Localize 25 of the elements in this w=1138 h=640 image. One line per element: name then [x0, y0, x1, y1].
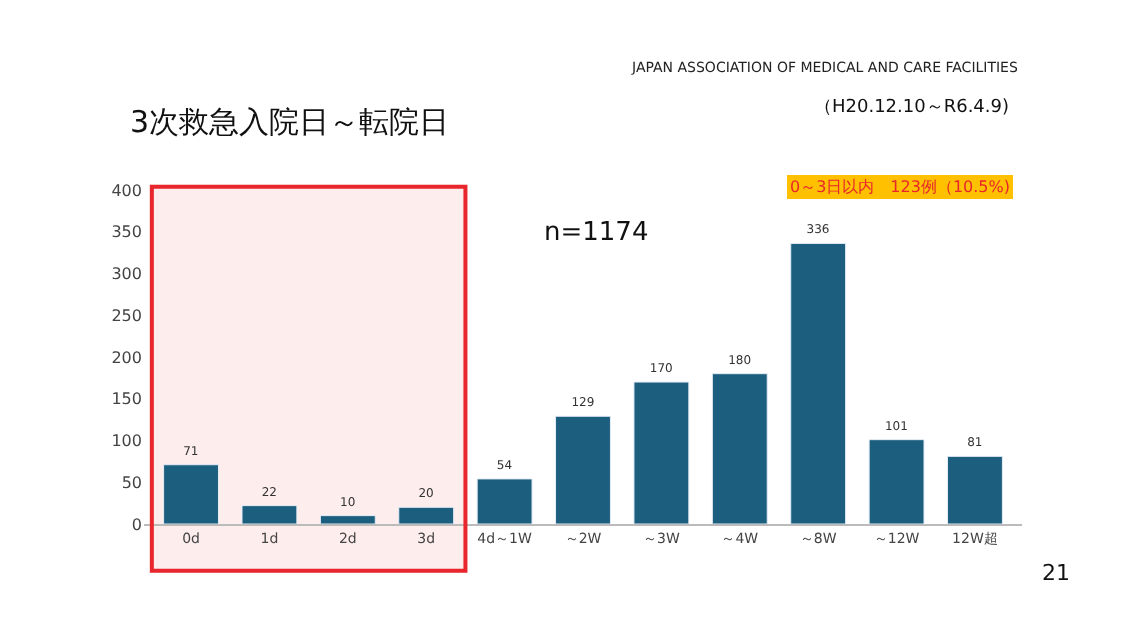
- y-tick-label: 50: [121, 473, 142, 492]
- y-tick-label: 400: [111, 181, 142, 200]
- y-tick-label: 150: [111, 390, 142, 409]
- chart-subtitle: （H20.12.10～R6.4.9): [814, 98, 1010, 118]
- annotation: 0～3日以内 123例（10.5%): [790, 178, 1010, 196]
- bar: [476, 478, 533, 524]
- text: 21: [1042, 560, 1070, 586]
- bar: [633, 381, 690, 524]
- annotation: n=1174: [544, 218, 649, 248]
- y-tick-label: 200: [111, 348, 142, 367]
- bar: [398, 506, 455, 524]
- chart-title: 3次救急入院日～転院日: [130, 104, 450, 140]
- y-tick-label: 350: [111, 223, 142, 242]
- y-tick-label: 100: [111, 432, 142, 451]
- bar: [319, 515, 376, 524]
- bar: [555, 415, 611, 524]
- y-tick-label: 0: [131, 515, 142, 534]
- y-tick-label: 300: [111, 265, 142, 284]
- y-tick-label: 250: [111, 306, 142, 325]
- bar: [868, 439, 925, 524]
- bar: [790, 242, 847, 524]
- bar: [163, 464, 219, 524]
- bar: [711, 373, 768, 524]
- bar: [241, 505, 298, 524]
- bar: [947, 455, 1003, 524]
